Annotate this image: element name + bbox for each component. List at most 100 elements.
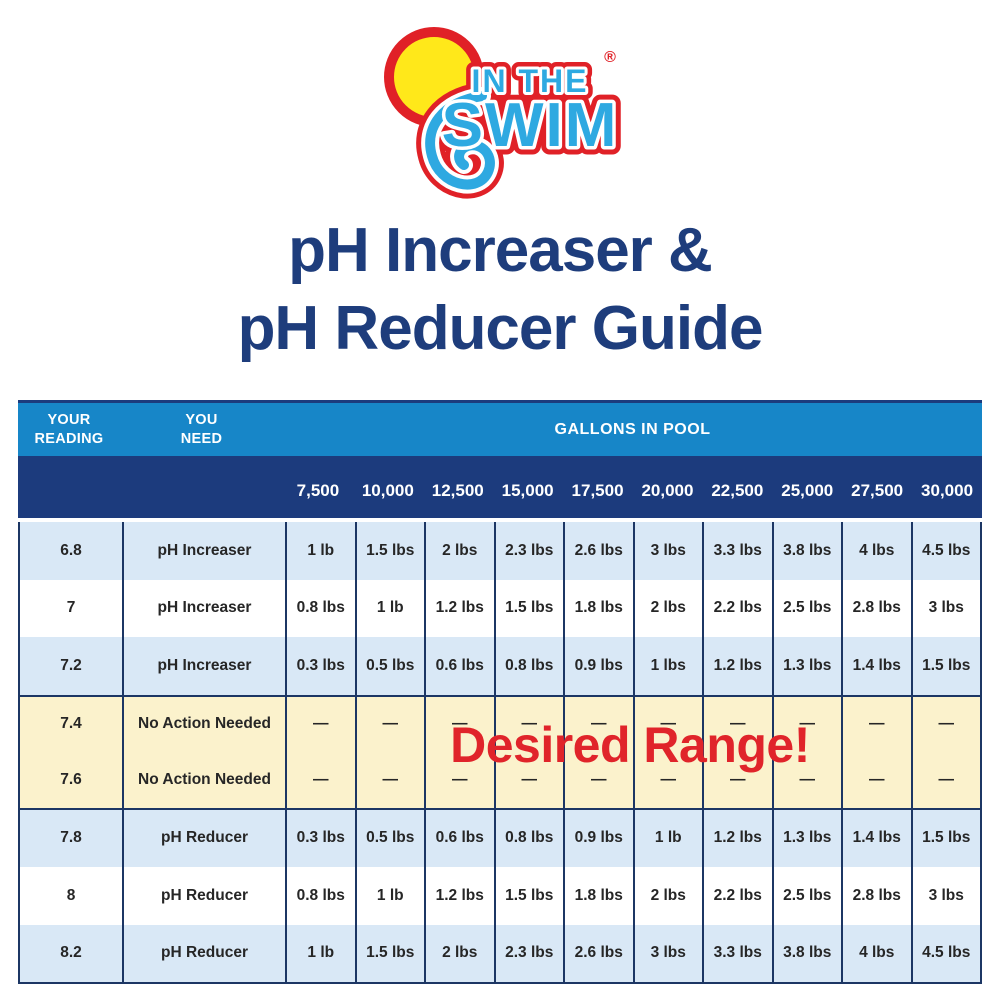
value-cell: — bbox=[771, 752, 842, 808]
value-cell: — bbox=[354, 752, 425, 808]
gallon-column-header: 27,500 bbox=[851, 481, 904, 500]
value-cell: 1 lb bbox=[632, 809, 703, 867]
gallon-column-header: 15,000 bbox=[501, 481, 554, 500]
value-cell: 1.2 lbs bbox=[424, 867, 494, 925]
value-cell: 0.8 lbs bbox=[285, 867, 355, 925]
value-cell: — bbox=[910, 752, 981, 808]
value-cell: 3.8 lbs bbox=[771, 522, 842, 580]
your-reading-header: YOUR READING bbox=[34, 411, 104, 447]
action-cell: No Action Needed bbox=[122, 696, 285, 752]
value-cell: — bbox=[702, 752, 772, 808]
reading-cell: 7.2 bbox=[60, 656, 82, 674]
value-cell: 1.2 lbs bbox=[702, 809, 772, 867]
value-cell: 1.2 lbs bbox=[424, 579, 494, 637]
value-cell: 0.9 lbs bbox=[563, 809, 633, 867]
gallon-column-header: 25,000 bbox=[781, 481, 834, 500]
dosing-table: YOUR READING YOU NEED GALLONS IN POOL 7,… bbox=[18, 400, 982, 984]
value-cell: 2 lbs bbox=[424, 924, 494, 982]
value-cell: 3 lbs bbox=[632, 522, 703, 580]
value-cell: 1 lbs bbox=[632, 637, 703, 695]
page-title-line-1: pH Increaser & bbox=[288, 216, 713, 285]
action-cell: pH Increaser bbox=[122, 522, 285, 580]
value-cell: 1.4 lbs bbox=[841, 809, 911, 867]
gallon-column-header: 12,500 bbox=[431, 481, 484, 500]
value-cell: 0.8 lbs bbox=[285, 579, 355, 637]
reading-cell: 7.8 bbox=[60, 829, 82, 847]
reading-cell: 7 bbox=[66, 599, 76, 617]
value-cell: 4 lbs bbox=[841, 924, 911, 982]
value-cell: 4.5 lbs bbox=[910, 924, 981, 982]
value-cell: 1.2 lbs bbox=[702, 637, 772, 695]
value-cell: 2 lbs bbox=[632, 867, 703, 925]
you-need-header: YOU NEED bbox=[180, 411, 223, 447]
value-cell: 1.3 lbs bbox=[771, 637, 842, 695]
value-cell: 3.3 lbs bbox=[702, 924, 772, 982]
reading-cell: 7.6 bbox=[60, 770, 82, 788]
value-cell: 0.6 lbs bbox=[424, 809, 494, 867]
action-cell: pH Reducer bbox=[122, 809, 285, 867]
gallon-column-header: 30,000 bbox=[921, 481, 974, 500]
reading-cell: 6.8 bbox=[60, 541, 82, 559]
gallons-in-pool-header: GALLONS IN POOL bbox=[554, 420, 711, 438]
value-cell: 2.8 lbs bbox=[841, 867, 911, 925]
value-cell: — bbox=[424, 696, 494, 752]
value-cell: 2.6 lbs bbox=[563, 924, 633, 982]
value-cell: 1.5 lbs bbox=[910, 809, 981, 867]
gallon-column-header: 17,500 bbox=[571, 481, 624, 500]
logo-graphic: IN THE SWIM IN THE SWIM ® bbox=[384, 27, 625, 199]
value-cell: — bbox=[771, 696, 842, 752]
value-cell: — bbox=[493, 696, 564, 752]
value-cell: 2.3 lbs bbox=[493, 924, 564, 982]
logo-text-bottom: SWIM bbox=[442, 91, 619, 160]
value-cell: 0.3 lbs bbox=[285, 637, 355, 695]
value-cell: 0.8 lbs bbox=[493, 637, 564, 695]
value-cell: 1.5 lbs bbox=[354, 522, 425, 580]
swirl-icon bbox=[425, 91, 495, 190]
value-cell: 0.6 lbs bbox=[424, 637, 494, 695]
reading-cell: 8.2 bbox=[60, 944, 82, 962]
value-cell: — bbox=[424, 752, 494, 808]
value-cell: 1.8 lbs bbox=[563, 579, 633, 637]
value-cell: 1.5 lbs bbox=[354, 924, 425, 982]
value-cell: 0.5 lbs bbox=[354, 637, 425, 695]
action-cell: pH Increaser bbox=[122, 579, 285, 637]
table-row: 7.4 No Action Needed — — — — — — — — — — bbox=[20, 694, 981, 752]
action-cell: pH Reducer bbox=[122, 924, 285, 982]
value-cell: — bbox=[910, 696, 981, 752]
value-cell: 4 lbs bbox=[841, 522, 911, 580]
value-cell: — bbox=[563, 696, 633, 752]
gallon-column-header: 10,000 bbox=[361, 481, 414, 500]
value-cell: — bbox=[493, 752, 564, 808]
value-cell: 1 lb bbox=[354, 867, 425, 925]
gallon-header-spacer bbox=[18, 483, 120, 491]
value-cell: 1 lb bbox=[285, 924, 355, 982]
value-cell: 0.8 lbs bbox=[493, 809, 564, 867]
value-cell: 3.8 lbs bbox=[771, 924, 842, 982]
value-cell: — bbox=[841, 752, 911, 808]
logo-text-top: IN THE bbox=[472, 63, 589, 99]
value-cell: 2.6 lbs bbox=[563, 522, 633, 580]
value-cell: — bbox=[563, 752, 633, 808]
page-title: pH Increaser & pH Reducer Guide bbox=[0, 212, 1000, 368]
table-row: 6.8 pH Increaser 1 lb 1.5 lbs 2 lbs 2.3 lbs 2.… bbox=[20, 522, 980, 580]
gallon-column-header: 20,000 bbox=[641, 481, 694, 500]
value-cell: — bbox=[702, 696, 772, 752]
action-cell: No Action Needed bbox=[122, 752, 285, 808]
table-row: 7.6 No Action Needed — — — — — — — — — — bbox=[20, 752, 980, 810]
value-cell: — bbox=[285, 752, 355, 808]
value-cell: 0.3 lbs bbox=[285, 809, 355, 867]
value-cell: 1.8 lbs bbox=[563, 867, 633, 925]
in-the-swim-logo: IN THE SWIM IN THE SWIM ® bbox=[352, 4, 652, 214]
value-cell: 2.2 lbs bbox=[702, 867, 772, 925]
gallons-header-row: 7,500 10,000 12,500 15,000 17,500 20,000 22,50… bbox=[18, 456, 982, 518]
table-row: 7 pH Increaser 0.8 lbs 1 lb 1.2 lbs 1.5 lbs 1.… bbox=[20, 579, 980, 637]
value-cell: 2.2 lbs bbox=[702, 579, 772, 637]
value-cell: — bbox=[632, 696, 703, 752]
value-cell: 4.5 lbs bbox=[910, 522, 981, 580]
reading-cell: 7.4 bbox=[60, 715, 82, 733]
value-cell: 2.3 lbs bbox=[493, 522, 564, 580]
value-cell: 3 lbs bbox=[910, 867, 981, 925]
table-row: 8.2 pH Reducer 1 lb 1.5 lbs 2 lbs 2.3 lbs 2.6 … bbox=[20, 924, 981, 982]
gallon-header-spacer bbox=[120, 483, 283, 491]
